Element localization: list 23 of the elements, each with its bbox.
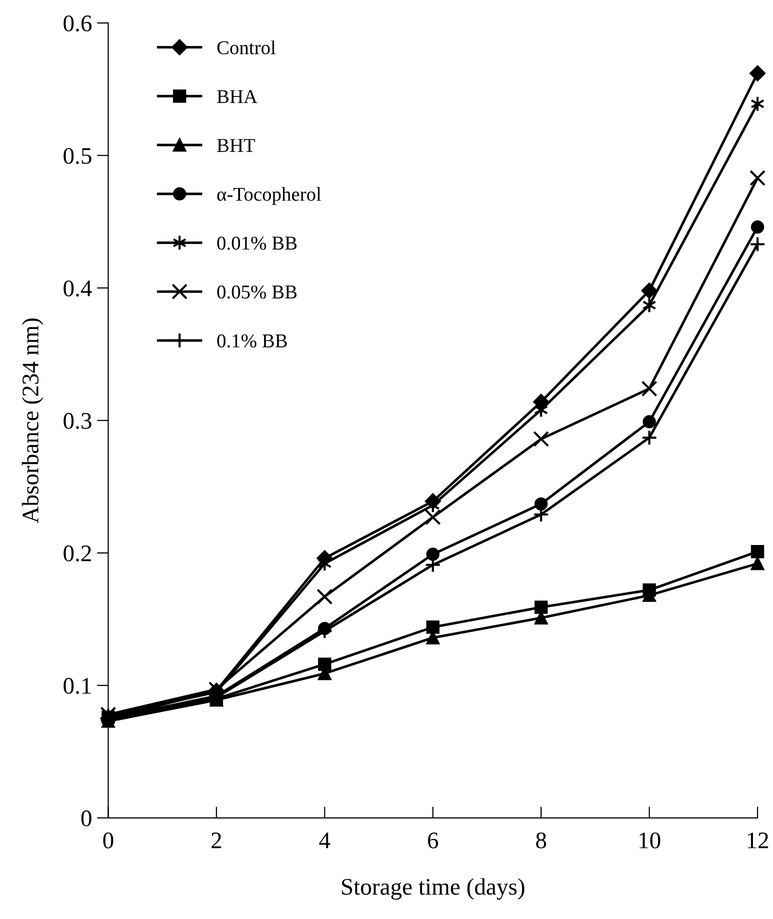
x-axis-title: Storage time (days) bbox=[342, 878, 524, 900]
x-tick-label: 6 bbox=[428, 832, 438, 848]
x-tick-label: 4 bbox=[319, 832, 330, 848]
legend-label: BHT bbox=[217, 139, 256, 152]
legend-label: BHA bbox=[217, 90, 258, 104]
y-tick-label: 0.2 bbox=[64, 545, 91, 562]
x-tick-label: 0 bbox=[103, 832, 114, 848]
legend-label: 0.01% BB bbox=[217, 236, 297, 250]
x-tick-label: 10 bbox=[640, 832, 660, 848]
y-axis-title: Absorbance (234 nm) bbox=[22, 318, 44, 524]
legend-label: Control bbox=[217, 40, 276, 54]
y-tick-label: 0 bbox=[81, 810, 92, 826]
y-tick-label: 0.1 bbox=[64, 678, 91, 694]
x-tick-label: 12 bbox=[748, 832, 768, 848]
y-tick-label: 0.6 bbox=[64, 15, 92, 32]
y-tick-label: 0.3 bbox=[64, 412, 92, 429]
legend-label: 0.1% BB bbox=[217, 334, 287, 348]
y-tick-label: 0.5 bbox=[64, 148, 92, 164]
y-tick-label: 0.4 bbox=[64, 280, 92, 296]
x-tick-label: 2 bbox=[212, 832, 222, 848]
x-tick-label: 8 bbox=[536, 832, 546, 848]
legend-label: α-Tocopherol bbox=[217, 187, 322, 205]
legend-label: 0.05% BB bbox=[217, 285, 297, 299]
